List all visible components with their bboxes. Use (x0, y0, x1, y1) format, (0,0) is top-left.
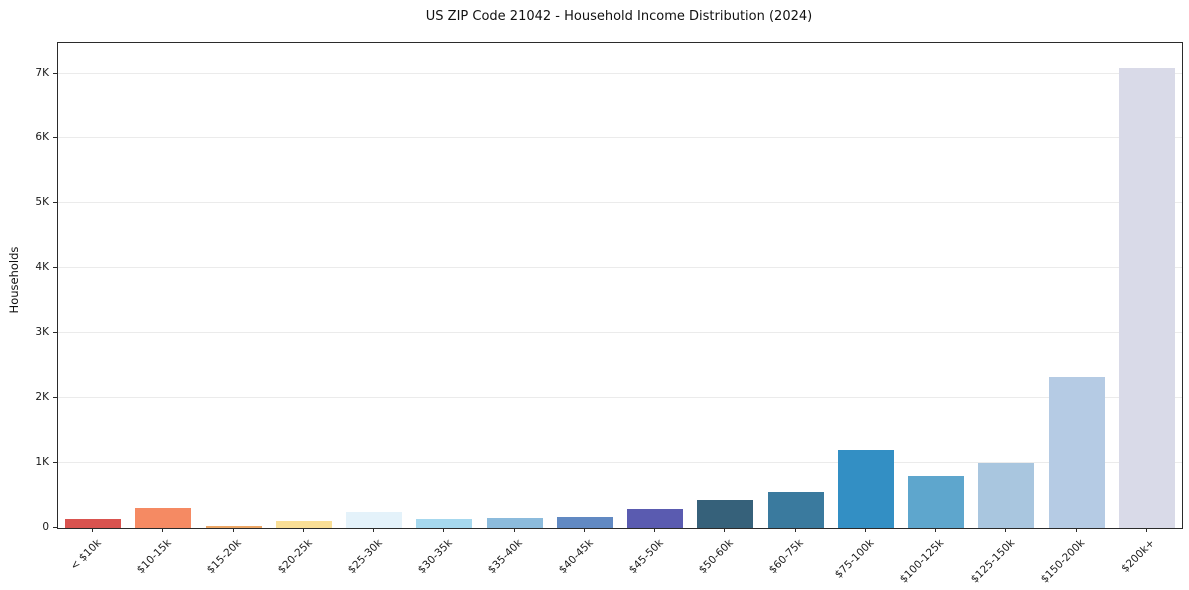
chart-title: US ZIP Code 21042 - Household Income Dis… (425, 9, 813, 24)
plot-area (57, 42, 1183, 529)
bar-slot (58, 43, 128, 528)
x-tick-label: $200k+ (1119, 537, 1158, 575)
y-tick-mark (53, 462, 57, 464)
gridline-7K (58, 72, 1182, 74)
x-tick-label: $40-45k (556, 537, 596, 577)
gridline-3K (58, 332, 1182, 334)
x-tick-mark (443, 528, 445, 532)
x-tick-mark (302, 528, 304, 532)
bar (837, 450, 894, 528)
bar (1118, 67, 1175, 528)
x-tick-label: $150-200k (1038, 537, 1088, 586)
x-tick-label: $50-60k (696, 537, 736, 577)
bar (556, 517, 613, 528)
gridline-2K (58, 397, 1182, 399)
x-tick-label: $25-30k (345, 537, 385, 577)
bar-slot (480, 43, 550, 528)
bar-slot (128, 43, 198, 528)
bar (1048, 376, 1105, 528)
y-tick-label: 1K (35, 456, 49, 469)
x-tick-mark (864, 528, 866, 532)
x-tick-label: $45-50k (626, 537, 666, 577)
x-tick-mark (162, 528, 164, 532)
x-tick-label: $30-35k (415, 537, 455, 577)
x-tick-mark (583, 528, 585, 532)
x-tick-mark (1005, 528, 1007, 532)
bar (205, 526, 262, 528)
x-tick-label: $60-75k (767, 537, 807, 577)
y-tick-mark (53, 202, 57, 204)
x-tick-label: $15-20k (205, 537, 245, 577)
bar-slot (409, 43, 479, 528)
bars-layer (58, 43, 1182, 528)
x-tick-mark (654, 528, 656, 532)
bar (416, 518, 473, 528)
x-tick-mark (935, 528, 937, 532)
y-tick-label: 4K (35, 261, 49, 274)
bar (275, 520, 332, 528)
y-tick-label: 2K (35, 391, 49, 404)
bar (627, 509, 684, 528)
y-tick-mark (53, 527, 57, 528)
y-tick-label: 3K (35, 326, 49, 339)
bar-slot (690, 43, 760, 528)
x-tick-mark (724, 528, 726, 532)
bar (767, 491, 824, 528)
gridline-5K (58, 202, 1182, 204)
x-tick-mark (232, 528, 234, 532)
bar-slot (1112, 43, 1182, 528)
bar-slot (971, 43, 1041, 528)
bar (908, 475, 965, 528)
x-tick-label: $35-40k (486, 537, 526, 577)
x-tick-label: $20-25k (275, 537, 315, 577)
y-tick-mark (53, 72, 57, 74)
gridline-4K (58, 267, 1182, 269)
bar (978, 463, 1035, 528)
bar-slot (901, 43, 971, 528)
bar (346, 511, 403, 528)
y-tick-label: 6K (35, 131, 49, 144)
bar-slot (831, 43, 901, 528)
y-tick-mark (53, 397, 57, 399)
bar (135, 507, 192, 528)
bar (697, 499, 754, 528)
y-tick-mark (53, 332, 57, 334)
x-tick-label: < $10k (68, 537, 104, 573)
bar (486, 518, 543, 528)
x-tick-label: $125-150k (968, 537, 1017, 586)
x-tick-mark (794, 528, 796, 532)
x-tick-mark (1075, 528, 1077, 532)
y-tick-label: 7K (35, 66, 49, 79)
gridline-6K (58, 137, 1182, 139)
bar-slot (199, 43, 269, 528)
bar-slot (1042, 43, 1112, 528)
bar-slot (761, 43, 831, 528)
y-axis-label: Households (7, 246, 21, 314)
x-tick-mark (1145, 528, 1147, 532)
gridline-1K (58, 462, 1182, 464)
y-tick-label: 0 (42, 521, 49, 533)
bar-slot (620, 43, 690, 528)
bar-slot (269, 43, 339, 528)
bar-slot (339, 43, 409, 528)
x-tick-mark (513, 528, 515, 532)
bar (65, 518, 122, 528)
x-tick-mark (92, 528, 94, 532)
y-tick-label: 5K (35, 196, 49, 209)
x-tick-mark (373, 528, 375, 532)
y-tick-mark (53, 137, 57, 139)
bar-slot (550, 43, 620, 528)
x-tick-label: $100-125k (898, 537, 947, 586)
y-tick-mark (53, 267, 57, 269)
x-tick-label: $75-100k (832, 537, 877, 581)
x-tick-label: $10-15k (134, 537, 174, 577)
